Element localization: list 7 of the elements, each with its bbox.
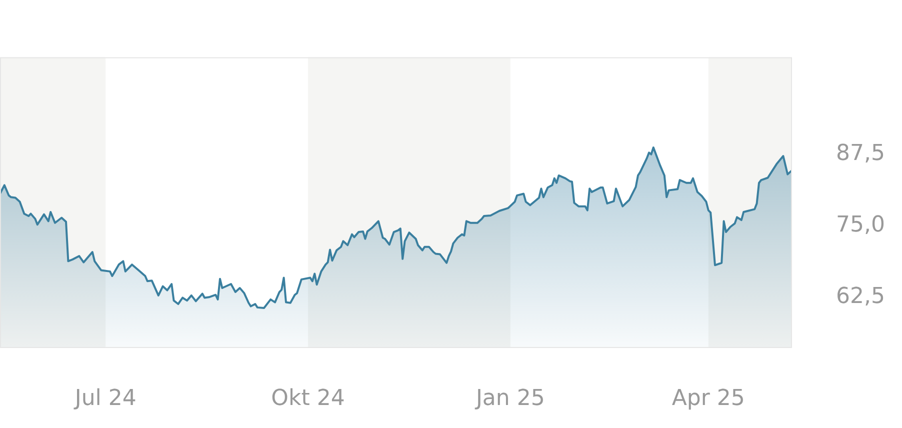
y-tick-label: 62,5 xyxy=(836,284,885,309)
x-tick-label: Okt 24 xyxy=(271,386,345,411)
x-tick-label: Apr 25 xyxy=(672,386,745,411)
y-tick-label: 87,5 xyxy=(836,141,885,166)
x-tick-label: Jan 25 xyxy=(474,386,545,411)
y-tick-label: 75,0 xyxy=(836,212,885,238)
x-tick-label: Jul 24 xyxy=(72,386,136,411)
